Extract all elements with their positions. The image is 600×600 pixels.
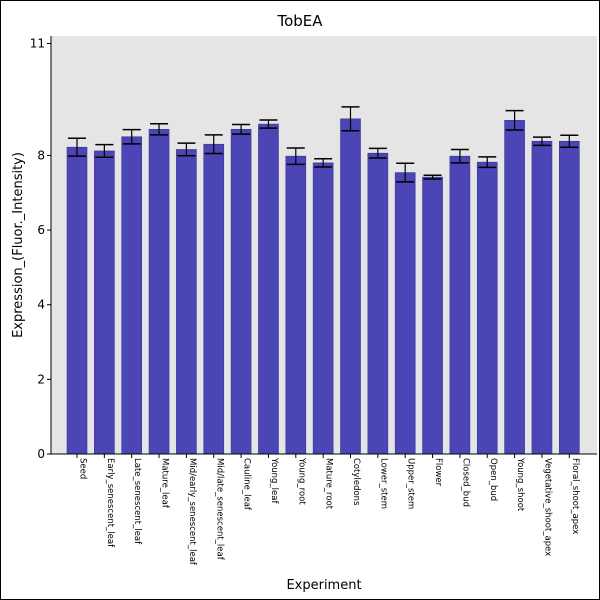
x-tick-label: Flower (433, 458, 443, 487)
error-bar-6 (232, 123, 251, 135)
bar-7 (258, 123, 279, 455)
bar-12 (394, 172, 416, 455)
error-bar-11 (368, 147, 387, 159)
bar-13 (422, 176, 443, 455)
bar-10 (340, 118, 361, 455)
y-tick-label: 11 (30, 36, 45, 50)
error-bar-10 (341, 106, 360, 132)
bar-9 (312, 162, 334, 455)
error-bar-1 (95, 143, 114, 159)
x-tick-label: Young_root (296, 457, 306, 505)
bar-14 (449, 155, 471, 455)
chart-title: TobEA (276, 12, 323, 30)
x-tick-label: Mature_leaf (160, 458, 170, 509)
error-bar-2 (122, 128, 141, 145)
x-tick-label: Open_bud (488, 458, 498, 501)
error-bar-4 (177, 142, 196, 157)
error-bar-15 (478, 156, 497, 169)
bar-5 (203, 143, 225, 455)
error-bar-5 (204, 134, 223, 155)
bar-18 (558, 140, 580, 455)
error-bar-17 (532, 136, 551, 147)
y-tick-label: 2 (37, 372, 45, 386)
x-tick-label: Early_senescent_leaf (105, 458, 115, 548)
bar-3 (148, 129, 170, 455)
error-bar-0 (68, 137, 86, 157)
bar-16 (504, 120, 525, 455)
bar-8 (285, 155, 307, 455)
bar-0 (66, 146, 88, 455)
x-tick-label: Young_shoot (515, 457, 525, 512)
error-bar-14 (450, 148, 469, 164)
error-bar-18 (560, 134, 579, 148)
y-tick-label: 0 (37, 447, 45, 461)
y-axis-label: Expression_(Fluor._Intensity) (11, 152, 26, 338)
x-tick-label: Mid/late_senescent_leaf (214, 458, 224, 561)
bar-15 (476, 161, 498, 455)
x-tick-label: Mid/early_senescent_leaf (187, 458, 197, 566)
x-tick-label: Late_senescent_leaf (132, 458, 142, 545)
bar-4 (176, 149, 197, 455)
y-tick-label: 8 (37, 148, 45, 162)
bar-17 (531, 140, 553, 455)
bar-2 (121, 136, 142, 455)
x-tick-label: Lower_stem (378, 458, 388, 509)
x-tick-label: Floral_shoot_apex (570, 458, 580, 534)
x-tick-label: Closed_bud (460, 458, 470, 507)
error-bar-7 (259, 119, 278, 129)
bar-1 (94, 150, 115, 455)
error-bar-3 (150, 122, 169, 136)
y-tick-label: 4 (37, 298, 45, 312)
x-axis-label: Experiment (286, 578, 361, 593)
bar-6 (230, 129, 252, 455)
x-tick-label: Vegetative_shoot_apex (542, 458, 552, 556)
x-tick-label: Cotyledons (351, 458, 361, 506)
x-tick-label: Young_leaf (269, 457, 279, 504)
x-tick-label: Upper_stem (406, 458, 416, 509)
error-bar-13 (423, 174, 442, 180)
x-tick-label: Cauline_leaf (242, 458, 252, 511)
error-bar-8 (286, 147, 305, 166)
error-bar-16 (505, 109, 524, 131)
x-tick-label: Seed (78, 458, 88, 479)
y-tick-label: 6 (37, 223, 45, 237)
bar-11 (367, 152, 389, 455)
error-bar-12 (396, 162, 415, 183)
error-bar-9 (314, 158, 333, 168)
x-tick-label: Mature_root (324, 458, 334, 510)
